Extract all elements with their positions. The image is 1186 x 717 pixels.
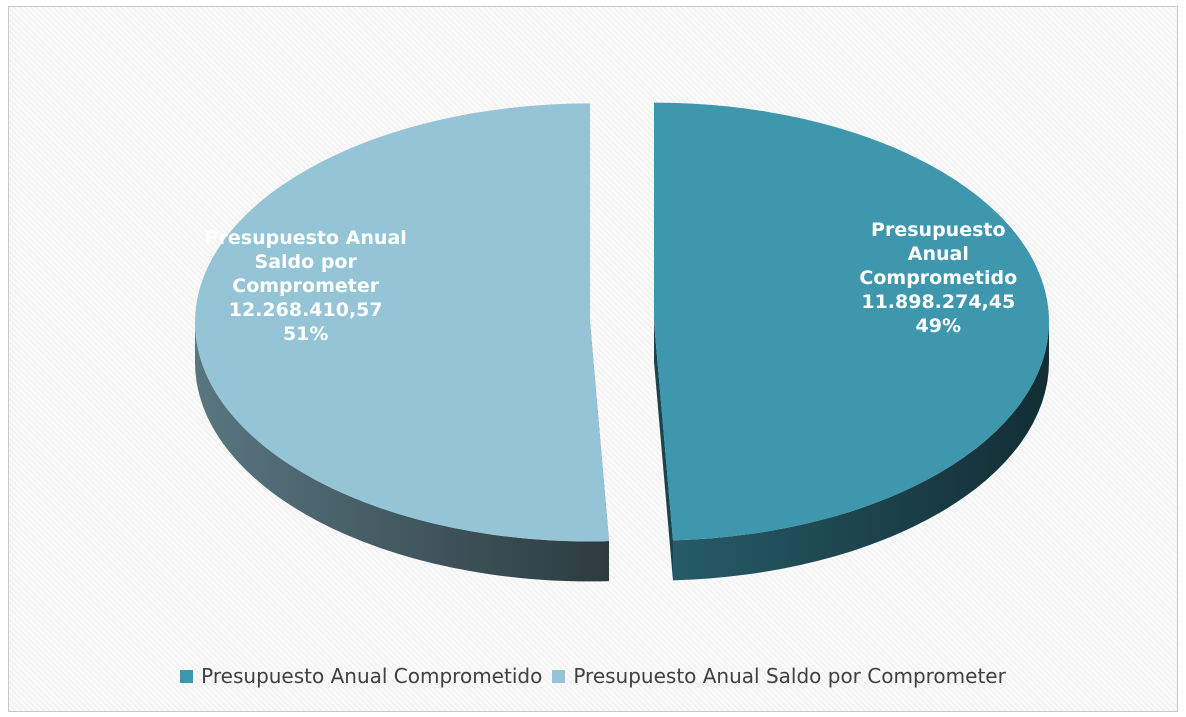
data-label-percent: 51% — [282, 323, 329, 346]
data-label: Presupuesto Anual Saldo por Comprometer 1… — [191, 226, 421, 346]
legend-label: Presupuesto Anual Saldo por Comprometer — [573, 664, 1006, 688]
slice-side — [672, 321, 1049, 581]
legend-item: Presupuesto Anual Comprometido — [180, 664, 542, 688]
data-label-value: 12.268.410,57 — [228, 299, 383, 322]
data-label-category: Presupuesto Anual Comprometido — [859, 218, 1018, 289]
legend-swatch — [180, 669, 194, 683]
data-label-category: Presupuesto Anual Saldo por Comprometer — [204, 227, 407, 298]
legend-swatch — [552, 669, 566, 683]
slice — [195, 103, 610, 542]
legend: Presupuesto Anual Comprometido Presupuest… — [0, 664, 1186, 688]
slice-wall — [653, 321, 673, 581]
legend-item: Presupuesto Anual Saldo por Comprometer — [552, 664, 1006, 688]
data-label-value: 11.898.274,45 — [861, 290, 1016, 313]
slice — [653, 102, 1049, 541]
legend-label: Presupuesto Anual Comprometido — [201, 664, 543, 688]
data-label: Presupuesto Anual Comprometido 11.898.274… — [843, 218, 1033, 338]
slice-side — [195, 322, 610, 582]
data-label-percent: 49% — [915, 314, 962, 337]
